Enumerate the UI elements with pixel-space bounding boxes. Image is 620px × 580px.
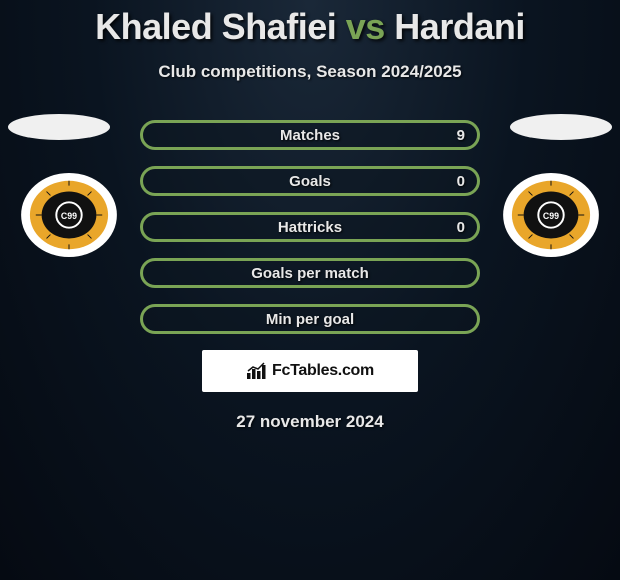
stats-stage: C99 C99 Matches 9 Goals 0 Hattri	[0, 120, 620, 432]
stat-row-goals: Goals 0	[140, 166, 480, 196]
player1-placeholder-oval	[8, 114, 110, 140]
stat-value-right: 0	[457, 173, 465, 190]
stat-row-min-per-goal: Min per goal	[140, 304, 480, 334]
svg-text:C99: C99	[61, 211, 77, 221]
player1-name: Khaled Shafiei	[95, 6, 336, 47]
date-text: 27 november 2024	[0, 412, 620, 432]
stat-label: Matches	[280, 127, 340, 144]
stat-value-right: 0	[457, 219, 465, 236]
vs-text: vs	[346, 6, 385, 47]
player1-club-badge: C99	[20, 172, 118, 258]
brand-box[interactable]: FcTables.com	[202, 350, 418, 392]
stat-row-goals-per-match: Goals per match	[140, 258, 480, 288]
stat-label: Goals	[289, 173, 331, 190]
stat-row-hattricks: Hattricks 0	[140, 212, 480, 242]
stat-label: Hattricks	[278, 219, 342, 236]
brand-text: FcTables.com	[272, 362, 374, 380]
player2-placeholder-oval	[510, 114, 612, 140]
comparison-title: Khaled Shafiei vs Hardani	[0, 0, 620, 48]
svg-text:C99: C99	[543, 211, 559, 221]
player2-name: Hardani	[394, 6, 525, 47]
stat-row-matches: Matches 9	[140, 120, 480, 150]
subtitle: Club competitions, Season 2024/2025	[0, 62, 620, 82]
stat-label: Min per goal	[266, 311, 354, 328]
bars-icon	[246, 362, 268, 380]
stat-value-right: 9	[457, 127, 465, 144]
stat-bars: Matches 9 Goals 0 Hattricks 0 Goals per …	[140, 120, 480, 334]
player2-club-badge: C99	[502, 172, 600, 258]
stat-label: Goals per match	[251, 265, 369, 282]
